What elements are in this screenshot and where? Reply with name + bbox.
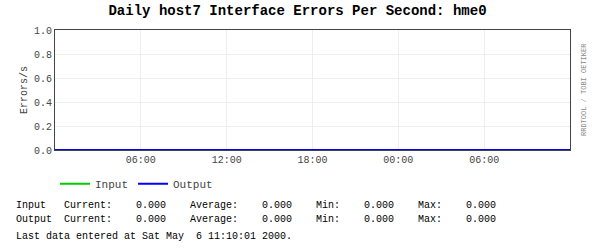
- svg-text:0.2: 0.2: [34, 122, 52, 133]
- svg-text:Errors/s: Errors/s: [19, 66, 30, 114]
- svg-text:06:00: 06:00: [126, 155, 156, 166]
- svg-text:0.8: 0.8: [34, 50, 52, 61]
- svg-text:0.6: 0.6: [34, 74, 52, 85]
- svg-text:RRDTOOL / TOBI OETIKER: RRDTOOL / TOBI OETIKER: [580, 43, 588, 136]
- svg-text:Daily host7 Interface Errors P: Daily host7 Interface Errors Per Second:…: [108, 3, 486, 19]
- svg-text:Output Current: 0.000 A: Output Current: 0.000 Average: 0.000 Min…: [16, 214, 496, 225]
- svg-text:1.0: 1.0: [34, 26, 52, 37]
- svg-text:06:00: 06:00: [469, 155, 499, 166]
- svg-text:12:00: 12:00: [212, 155, 242, 166]
- svg-text:Output: Output: [173, 179, 213, 191]
- svg-text:Input: Input: [95, 179, 128, 191]
- svg-text:18:00: 18:00: [297, 155, 327, 166]
- svg-text:Last data entered at Sat May: Last data entered at Sat May 6 11:10:01 …: [16, 231, 292, 242]
- svg-text:0.0: 0.0: [34, 146, 52, 157]
- svg-text:00:00: 00:00: [383, 155, 413, 166]
- svg-text:0.4: 0.4: [34, 98, 52, 109]
- svg-text:Input Current: 0.000 A: Input Current: 0.000 Average: 0.000 Min:…: [16, 200, 496, 211]
